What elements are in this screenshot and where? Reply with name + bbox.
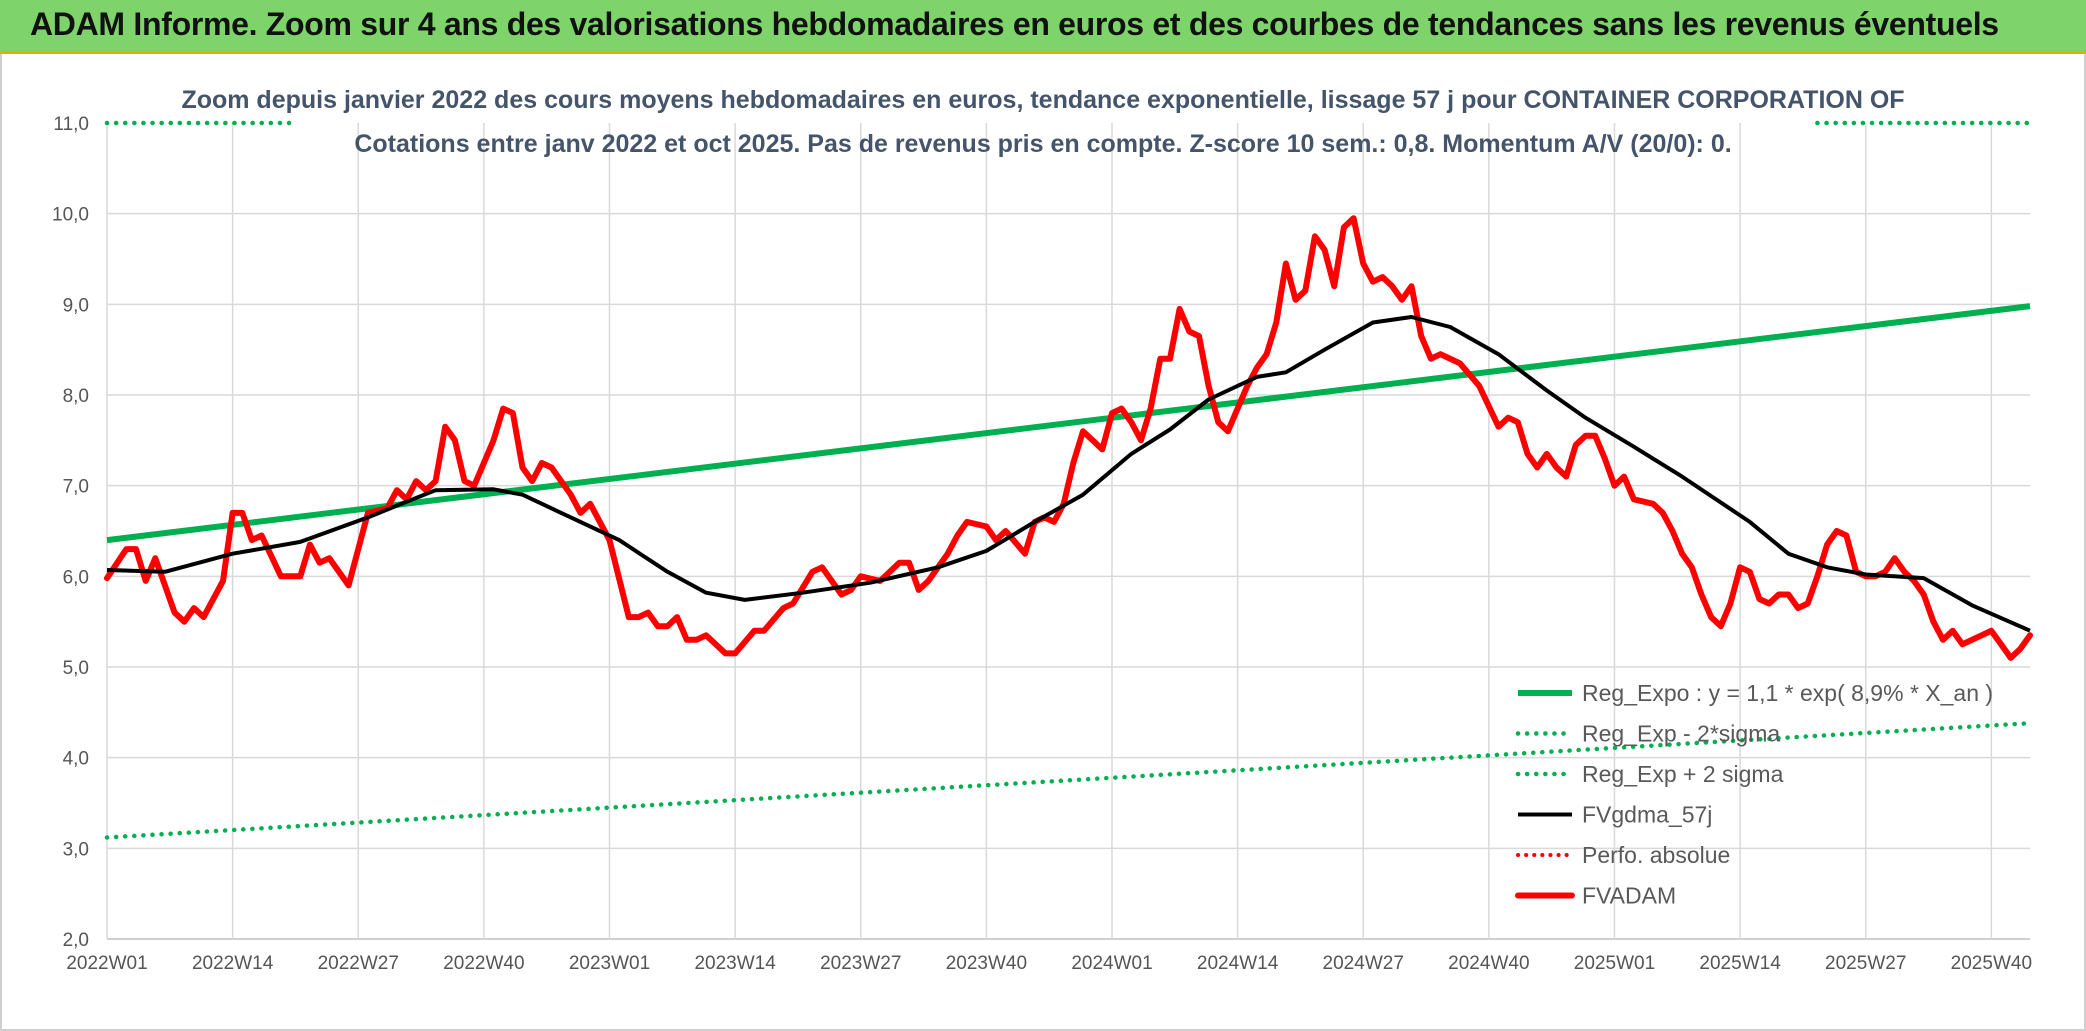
- legend-label: FVADAM: [1582, 883, 1676, 909]
- grid-lines: [106, 123, 2030, 940]
- x-tick-label: 2024W40: [1448, 953, 1529, 974]
- y-tick-label: 11,0: [53, 114, 89, 135]
- y-tick-label: 6,0: [63, 567, 89, 588]
- x-tick-label: 2023W27: [820, 953, 901, 974]
- legend-label: Reg_Exp - 2*sigma: [1582, 721, 1780, 747]
- y-tick-label: 3,0: [63, 839, 89, 860]
- y-tick-label: 4,0: [63, 749, 89, 770]
- x-tick-label: 2024W01: [1071, 953, 1152, 974]
- legend-label: FVgdma_57j: [1582, 802, 1712, 828]
- x-tick-label: 2025W01: [1574, 953, 1655, 974]
- x-tick-label: 2022W40: [443, 953, 524, 974]
- x-tick-label: 2024W27: [1323, 953, 1404, 974]
- y-tick-label: 5,0: [63, 658, 89, 679]
- y-tick-label: 10,0: [52, 205, 89, 226]
- y-tick-label: 9,0: [63, 295, 89, 316]
- chart-title: Zoom depuis janvier 2022 des cours moyen…: [181, 86, 1904, 114]
- x-axis-ticks: 2022W01 2022W14 2022W27 2022W40 2023W01 2023W…: [66, 953, 2032, 974]
- x-tick-label: 2023W40: [946, 953, 1027, 974]
- chart-subtitle: Cotations entre janv 2022 et oct 2025. P…: [354, 130, 1731, 158]
- series-fvgdma-57j: [106, 315, 2031, 633]
- x-tick-label: 2022W14: [192, 953, 274, 974]
- chart-legend: Reg_Expo : y = 1,1 * exp( 8,9% * X_an ) R…: [1515, 680, 1993, 909]
- x-tick-label: 2022W01: [66, 953, 147, 974]
- y-tick-label: 7,0: [63, 477, 89, 498]
- series-reg-expo-y-1-1-exp-8-9-x-an: [106, 303, 2031, 544]
- series-layer: [104, 120, 2033, 840]
- x-tick-label: 2022W27: [318, 953, 399, 974]
- y-tick-label: 8,0: [63, 386, 89, 407]
- y-axis-ticks: 2,0 3,0 4,0 5,0 6,0 7,0 8,0 9,0 10,0 11,0: [52, 114, 89, 951]
- report-title: ADAM Informe. Zoom sur 4 ans des valoris…: [30, 6, 1999, 42]
- x-tick-label: 2025W27: [1825, 953, 1906, 974]
- x-tick-label: 2023W01: [569, 953, 650, 974]
- x-tick-label: 2025W14: [1699, 953, 1781, 974]
- legend-label: Reg_Expo : y = 1,1 * exp( 8,9% * X_an ): [1582, 680, 1993, 706]
- series-reg-exp-2-sigma: [104, 720, 2033, 840]
- y-tick-label: 2,0: [63, 930, 89, 951]
- legend-label: Reg_Exp + 2 sigma: [1582, 761, 1784, 787]
- report-banner: ADAM Informe. Zoom sur 4 ans des valoris…: [0, 0, 2086, 54]
- x-tick-label: 2023W14: [694, 953, 776, 974]
- x-tick-label: 2024W14: [1197, 953, 1279, 974]
- x-tick-label: 2025W40: [1951, 953, 2032, 974]
- series-fvadam: [104, 215, 2033, 661]
- legend-label: Perfo. absolue: [1582, 842, 1730, 868]
